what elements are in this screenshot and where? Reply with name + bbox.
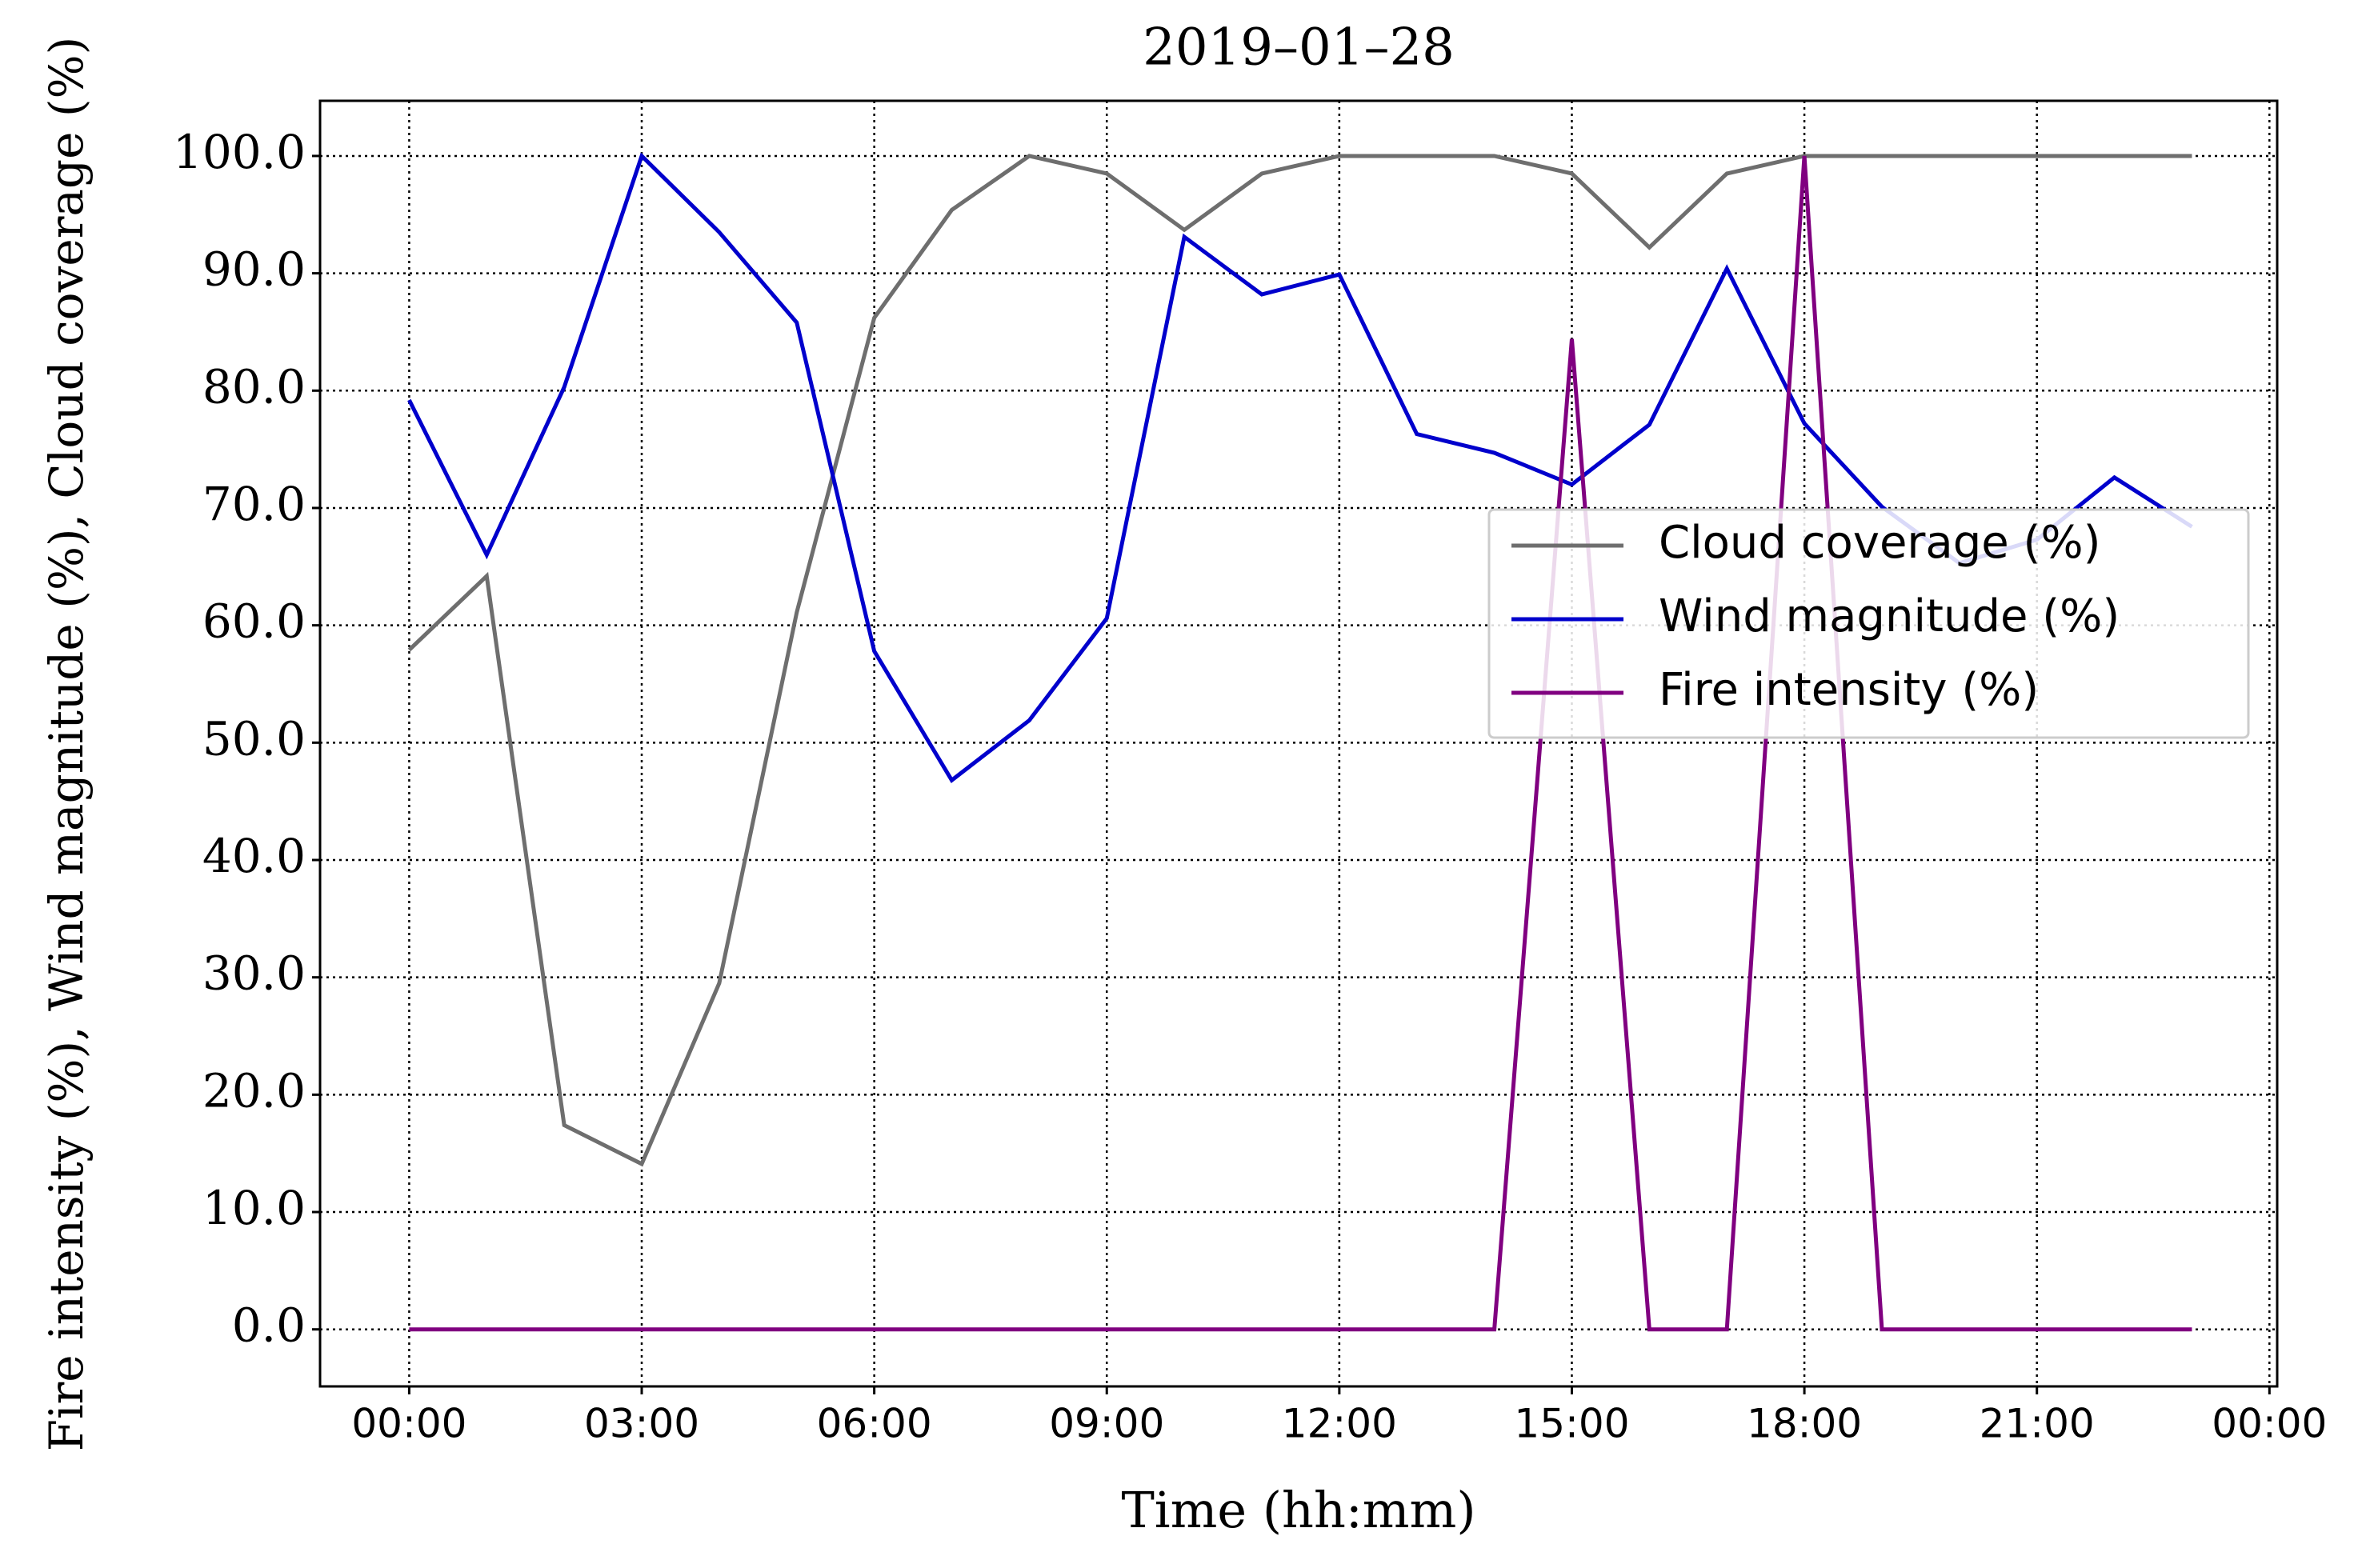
series-line (409, 155, 2192, 1332)
y-tick-label: 60.0 (202, 594, 306, 649)
y-tick-label: 70.0 (202, 477, 306, 531)
plot-frame (318, 99, 2279, 1388)
x-axis-label: Time (hh:mm) (1121, 1481, 1475, 1539)
y-tick-label: 50.0 (202, 711, 306, 766)
legend-label: Wind magnitude (%) (1659, 590, 2120, 642)
y-tick-label: 30.0 (202, 946, 306, 1001)
chart-title: 2019–01–28 (1143, 18, 1455, 78)
x-tick-label: 12:00 (1282, 1401, 1397, 1447)
y-tick-label: 0.0 (232, 1298, 306, 1353)
legend-label: Cloud coverage (%) (1659, 517, 2100, 569)
x-tick-label: 15:00 (1514, 1401, 1629, 1447)
y-tick-label: 100.0 (173, 125, 306, 179)
x-tick-label: 00:00 (351, 1401, 466, 1447)
x-tick-label: 09:00 (1049, 1401, 1164, 1447)
legend-box (1487, 508, 2250, 739)
y-tick-label: 20.0 (202, 1063, 306, 1118)
y-tick-label: 40.0 (202, 829, 306, 883)
x-tick-label: 06:00 (817, 1401, 932, 1447)
y-tick-label: 90.0 (202, 242, 306, 297)
x-tick-label: 18:00 (1747, 1401, 1862, 1447)
y-axis-label: Fire intensity (%), Wind magnitude (%), … (39, 37, 94, 1452)
y-tick-label: 80.0 (202, 359, 306, 414)
y-tick-label: 10.0 (202, 1181, 306, 1235)
x-tick-label: 21:00 (1980, 1401, 2095, 1447)
x-tick-label: 03:00 (584, 1401, 699, 1447)
series-line (407, 154, 2192, 1167)
x-tick-label: 00:00 (2212, 1401, 2327, 1447)
legend-label: Fire intensity (%) (1659, 664, 2039, 716)
